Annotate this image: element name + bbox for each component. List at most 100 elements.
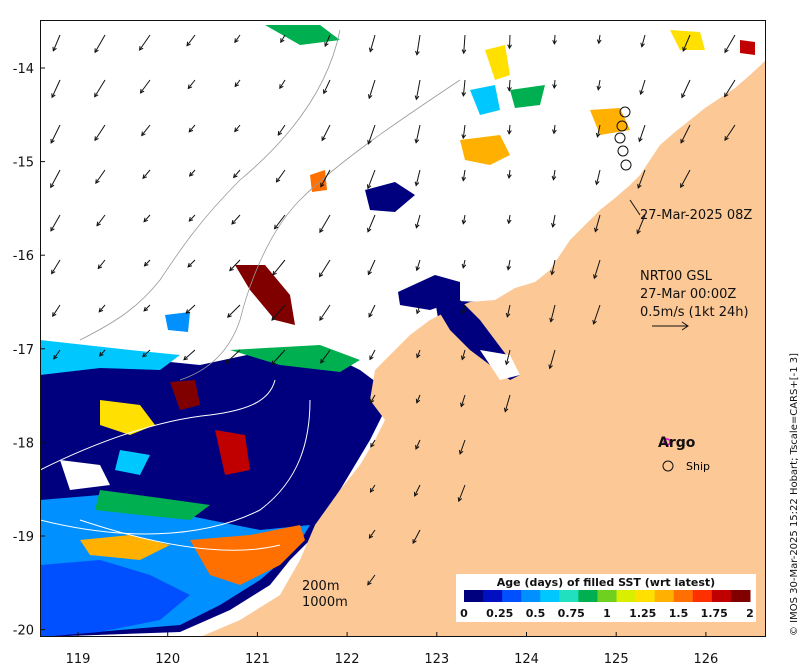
colorbar-swatch — [616, 590, 637, 602]
contour-200-label: 200m — [302, 579, 339, 594]
current-arrow — [319, 259, 331, 277]
current-arrow-head — [271, 360, 276, 366]
current-arrow — [462, 304, 466, 314]
current-arrow — [144, 259, 151, 267]
current-arrow-head — [275, 177, 281, 183]
current-arrow — [96, 214, 106, 227]
colorbar-tick-label: 1 — [603, 607, 611, 620]
current-arrow — [50, 169, 61, 188]
current-arrow — [594, 214, 601, 232]
current-arrow-head — [412, 539, 417, 545]
current-arrow — [597, 79, 601, 90]
current-arrow — [280, 34, 286, 43]
current-arrow-head — [414, 181, 420, 187]
current-arrow-head — [504, 360, 510, 366]
current-arrow — [279, 79, 286, 89]
colorbar-tick-label: 0.5 — [526, 607, 546, 620]
current-arrow — [319, 214, 331, 233]
current-arrow-head — [229, 266, 234, 272]
colorbar-swatch — [540, 590, 560, 602]
current-arrow-head — [367, 139, 372, 145]
current-arrow — [414, 484, 421, 497]
current-arrow-head — [143, 217, 149, 223]
current-arrow-head — [94, 48, 99, 54]
current-arrow-head — [368, 47, 374, 53]
current-arrow — [641, 34, 646, 47]
lat-tick-label: -15 — [13, 156, 34, 171]
current-arrow — [593, 304, 601, 325]
current-arrow-head — [461, 219, 467, 225]
current-arrow — [638, 124, 646, 142]
colorbar-swatch — [559, 590, 579, 602]
current-arrow — [508, 214, 511, 224]
current-arrow-head — [460, 402, 465, 408]
current-arrow-head — [505, 312, 511, 318]
current-arrow-head — [98, 351, 104, 357]
scale-arrow — [652, 321, 689, 331]
current-arrow — [680, 124, 691, 144]
current-arrow-head — [415, 444, 420, 450]
current-arrow — [596, 124, 601, 137]
current-arrow — [595, 169, 601, 185]
current-arrow — [637, 169, 646, 189]
current-arrow-head — [187, 84, 193, 90]
current-arrow-head — [280, 38, 285, 44]
lon-tick-label: 125 — [604, 652, 629, 667]
timestamp-pointer — [629, 199, 641, 216]
current-arrow — [50, 124, 61, 144]
ship-track — [614, 106, 632, 171]
current-arrow-head — [234, 127, 239, 133]
current-arrow-head — [680, 183, 685, 189]
current-arrow — [186, 34, 196, 47]
current-arrow — [271, 304, 286, 321]
current-arrow-head — [142, 174, 147, 180]
current-arrow — [462, 79, 466, 96]
current-arrow — [52, 304, 61, 317]
current-arrow-head — [271, 316, 276, 321]
current-arrow-head — [507, 174, 512, 179]
current-arrow-head — [273, 224, 279, 230]
lat-tick-label: -20 — [13, 624, 34, 639]
current-arrow-head — [51, 93, 56, 99]
colorbar-tick-label: 0.25 — [486, 607, 513, 620]
current-arrow-head — [369, 487, 375, 493]
current-arrow — [234, 79, 241, 87]
white-contours — [40, 379, 311, 551]
current-arrow-head — [413, 491, 419, 497]
current-arrow-head — [188, 127, 194, 133]
current-arrow — [504, 394, 511, 412]
current-arrow — [143, 214, 151, 223]
current-arrow-head — [592, 319, 597, 325]
current-arrow-head — [279, 84, 284, 90]
colorbar-ticks: 0 0.25 0.5 0.75 1 1.25 1.5 1.75 2 — [460, 607, 754, 620]
map-frame: 27-Mar-2025 08Z NRT00 GSL 27-Mar 00:00Z … — [40, 20, 766, 637]
current-arrow — [95, 169, 106, 184]
current-arrow-head — [415, 50, 420, 56]
current-arrow — [367, 169, 376, 189]
current-arrow — [233, 169, 241, 178]
current-arrow-head — [183, 355, 188, 361]
current-arrow — [369, 349, 376, 360]
current-arrow-head — [369, 355, 374, 361]
current-arrow — [97, 259, 106, 269]
current-arrow-head — [367, 94, 373, 100]
current-arrow-head — [461, 134, 467, 140]
current-arrow — [506, 304, 511, 317]
timestamp-label: 27-Mar-2025 08Z — [640, 208, 752, 223]
current-arrow-head — [596, 39, 602, 45]
current-arrow — [460, 394, 466, 407]
current-arrow-head — [550, 270, 555, 276]
current-arrow — [682, 34, 691, 52]
colorbar-swatch — [521, 590, 541, 602]
argo-marker — [663, 438, 671, 446]
current-arrow-head — [724, 136, 729, 141]
colorbar-swatch — [464, 590, 484, 602]
current-arrow — [370, 439, 376, 448]
colorbar-swatch — [578, 590, 598, 602]
current-arrow — [367, 259, 376, 275]
lat-tick-label: -16 — [13, 249, 34, 264]
lon-tick-label: 124 — [514, 652, 539, 667]
colorbar-swatch — [597, 590, 618, 602]
current-arrow-head — [50, 138, 55, 144]
current-arrow — [505, 349, 511, 365]
